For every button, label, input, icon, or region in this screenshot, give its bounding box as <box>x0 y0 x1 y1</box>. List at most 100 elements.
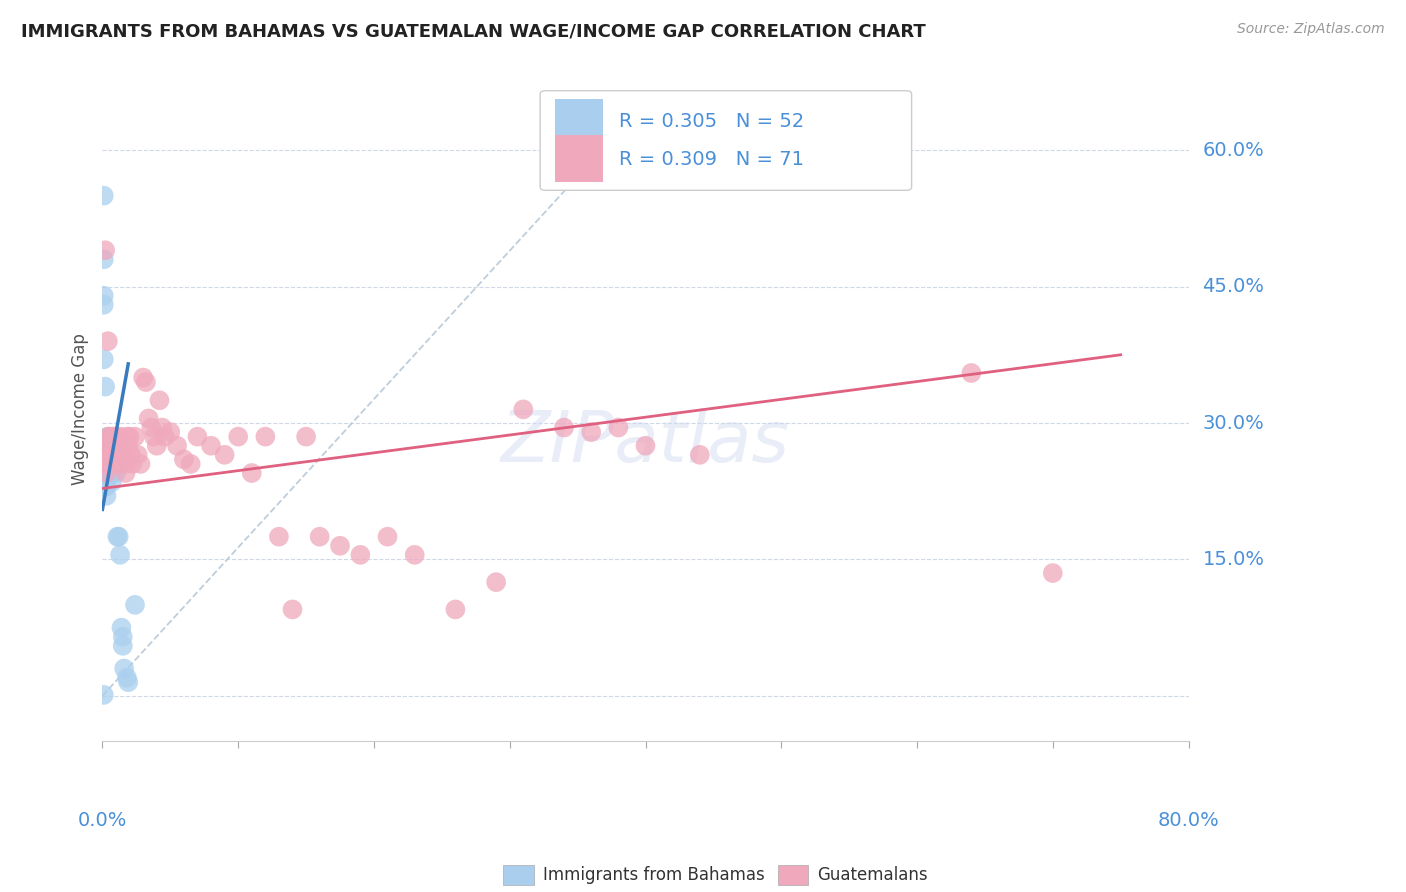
Point <box>96 489 118 503</box>
Point <box>100 439 122 453</box>
Point <box>742 134 765 148</box>
Point <box>96 457 118 471</box>
Point <box>93 252 115 267</box>
Point <box>377 530 399 544</box>
Point <box>93 688 115 702</box>
Point <box>103 439 125 453</box>
Point <box>100 466 122 480</box>
Point <box>308 530 330 544</box>
Text: 60.0%: 60.0% <box>1202 141 1264 160</box>
Point <box>107 457 129 471</box>
Point <box>689 448 711 462</box>
Point <box>108 430 131 444</box>
Point <box>96 448 118 462</box>
Point <box>141 420 163 434</box>
Point <box>96 443 118 458</box>
Point <box>104 448 127 462</box>
Point <box>96 434 118 449</box>
Point <box>148 393 170 408</box>
Point <box>634 439 657 453</box>
Text: R = 0.305   N = 52: R = 0.305 N = 52 <box>620 112 804 131</box>
Point <box>349 548 371 562</box>
Point <box>240 466 263 480</box>
Point <box>98 439 121 453</box>
Point <box>93 288 115 302</box>
FancyBboxPatch shape <box>555 136 603 182</box>
Point <box>98 457 121 471</box>
Point <box>100 430 122 444</box>
Point <box>97 439 120 453</box>
Point <box>132 370 155 384</box>
Point <box>96 448 118 462</box>
Point <box>553 420 575 434</box>
Point <box>93 298 115 312</box>
Point <box>138 411 160 425</box>
Point <box>101 448 124 462</box>
Point <box>98 457 121 471</box>
Point <box>329 539 352 553</box>
Point <box>94 461 117 475</box>
Point <box>117 439 139 453</box>
Point <box>1042 566 1064 580</box>
Point <box>200 439 222 453</box>
Point <box>117 675 139 690</box>
Point <box>124 430 146 444</box>
Point <box>166 439 188 453</box>
Point <box>110 439 132 453</box>
Text: 0.0%: 0.0% <box>77 811 127 830</box>
Point <box>96 457 118 471</box>
Point <box>121 457 143 471</box>
Point <box>143 430 166 444</box>
Point <box>112 457 135 471</box>
Point <box>103 430 125 444</box>
Point <box>94 244 117 258</box>
Point <box>129 457 152 471</box>
Text: ZIPatlas: ZIPatlas <box>501 408 790 477</box>
Y-axis label: Wage/Income Gap: Wage/Income Gap <box>72 334 89 485</box>
Point <box>105 430 128 444</box>
Point <box>111 639 134 653</box>
Text: Source: ZipAtlas.com: Source: ZipAtlas.com <box>1237 22 1385 37</box>
Point <box>180 457 202 471</box>
Point <box>94 379 117 393</box>
Point <box>214 448 236 462</box>
Point <box>111 448 134 462</box>
Point <box>108 548 131 562</box>
Point <box>120 448 142 462</box>
Point <box>104 443 127 458</box>
Point <box>485 575 508 590</box>
Point <box>150 420 173 434</box>
Point <box>145 439 167 453</box>
Point <box>97 430 120 444</box>
Point <box>103 439 125 453</box>
Text: 15.0%: 15.0% <box>1202 549 1264 569</box>
Text: 30.0%: 30.0% <box>1202 414 1264 433</box>
Point <box>98 430 121 444</box>
Point <box>97 430 120 444</box>
Point <box>94 452 117 467</box>
Point <box>254 430 277 444</box>
Point <box>115 671 138 685</box>
Point <box>105 466 128 480</box>
Point <box>159 425 181 439</box>
Point <box>96 466 118 480</box>
Point <box>96 466 118 480</box>
Point <box>96 480 118 494</box>
Point <box>101 457 124 471</box>
Point <box>94 470 117 484</box>
Point <box>94 480 117 494</box>
FancyBboxPatch shape <box>540 91 911 190</box>
Text: Guatemalans: Guatemalans <box>817 866 928 884</box>
Point <box>98 448 121 462</box>
Point <box>94 443 117 458</box>
Point <box>97 448 120 462</box>
Point <box>404 548 426 562</box>
Text: R = 0.309   N = 71: R = 0.309 N = 71 <box>620 150 804 169</box>
Point <box>118 430 141 444</box>
Point <box>153 430 176 444</box>
Point <box>97 334 120 348</box>
Point <box>105 530 128 544</box>
Point <box>100 448 122 462</box>
Point <box>110 621 132 635</box>
Point <box>607 420 630 434</box>
